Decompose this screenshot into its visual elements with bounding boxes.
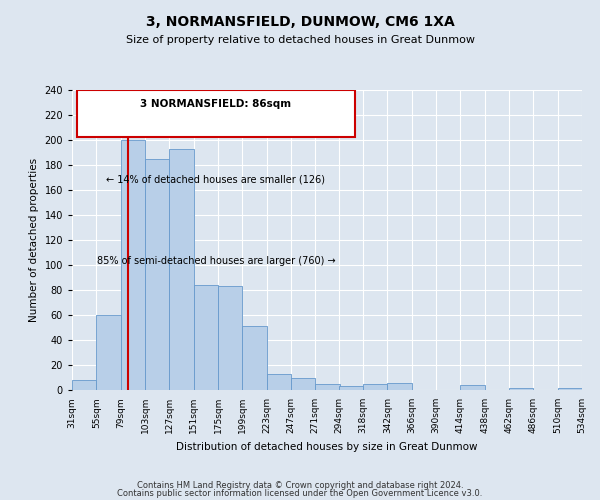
Bar — [169, 149, 194, 390]
Text: Size of property relative to detached houses in Great Dunmow: Size of property relative to detached ho… — [125, 35, 475, 45]
Bar — [316, 384, 340, 390]
Text: 85% of semi-detached houses are larger (760) →: 85% of semi-detached houses are larger (… — [97, 256, 335, 266]
Text: 3, NORMANSFIELD, DUNMOW, CM6 1XA: 3, NORMANSFIELD, DUNMOW, CM6 1XA — [146, 15, 454, 29]
Bar — [97, 315, 121, 390]
Bar — [363, 384, 388, 390]
Text: Contains HM Land Registry data © Crown copyright and database right 2024.: Contains HM Land Registry data © Crown c… — [137, 480, 463, 490]
Bar — [194, 285, 218, 390]
Bar — [242, 326, 266, 390]
Bar — [460, 385, 485, 390]
Bar — [291, 378, 316, 390]
Bar — [218, 286, 242, 390]
FancyBboxPatch shape — [77, 90, 355, 137]
Text: 3 NORMANSFIELD: 86sqm: 3 NORMANSFIELD: 86sqm — [140, 99, 292, 109]
Text: Contains public sector information licensed under the Open Government Licence v3: Contains public sector information licen… — [118, 489, 482, 498]
Bar — [509, 388, 533, 390]
Bar — [388, 382, 412, 390]
Bar — [557, 388, 582, 390]
Y-axis label: Number of detached properties: Number of detached properties — [29, 158, 39, 322]
Bar — [145, 159, 169, 390]
Bar — [72, 380, 97, 390]
X-axis label: Distribution of detached houses by size in Great Dunmow: Distribution of detached houses by size … — [176, 442, 478, 452]
Text: ← 14% of detached houses are smaller (126): ← 14% of detached houses are smaller (12… — [106, 175, 325, 185]
Bar — [266, 374, 291, 390]
Bar — [121, 140, 145, 390]
Bar — [338, 386, 363, 390]
